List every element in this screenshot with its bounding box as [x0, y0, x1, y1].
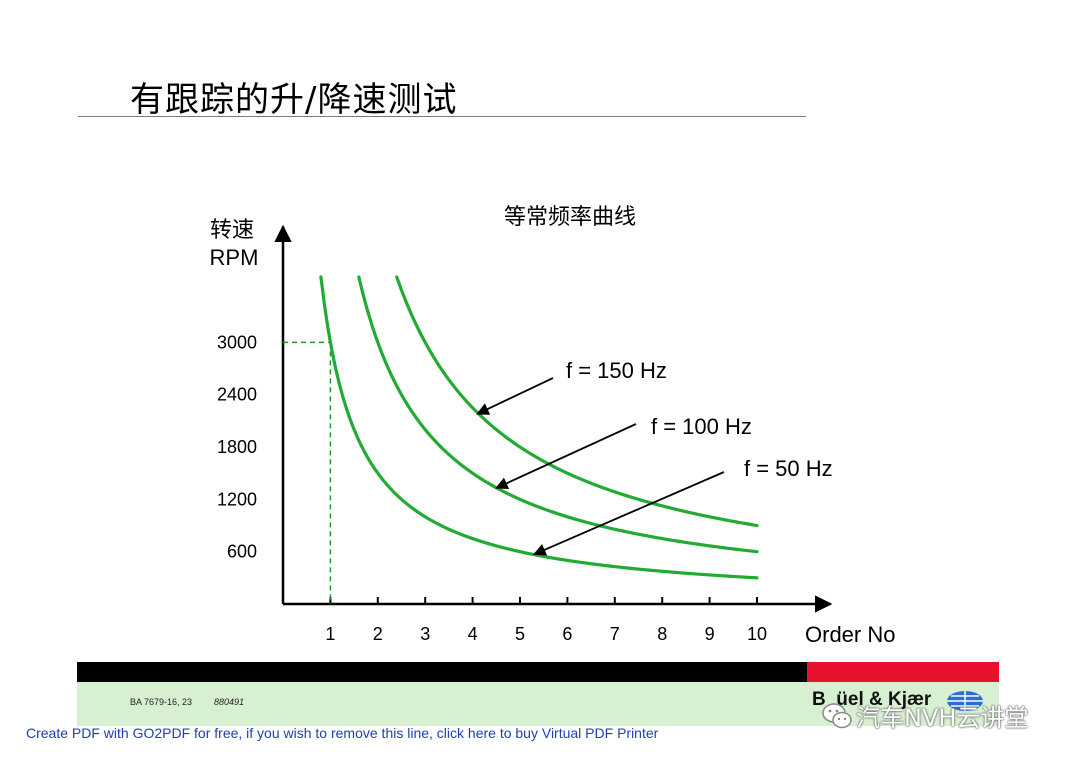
y-tick-label: 600	[227, 542, 257, 562]
x-tick-label: 10	[747, 624, 767, 644]
y-tick-label: 3000	[217, 332, 257, 352]
annotation-arrow	[476, 377, 554, 415]
annotation-label: f = 150 Hz	[566, 358, 667, 383]
wechat-account-name: 汽车NVH云讲堂	[856, 704, 1029, 732]
curve-150hz	[395, 275, 759, 528]
x-tick-label: 8	[657, 624, 667, 644]
footer-black-bar	[77, 662, 807, 682]
brand-logo: B üel & Kjær	[812, 689, 932, 710]
annotation-arrow	[495, 423, 637, 490]
x-tick-label: 4	[468, 624, 478, 644]
globe-icon	[947, 691, 983, 711]
x-tick-label: 6	[562, 624, 572, 644]
footer-doc-code: BA 7679-16, 23	[130, 697, 193, 707]
y-tick-label: 1800	[217, 437, 257, 457]
x-tick-label: 9	[705, 624, 715, 644]
wechat-icon	[822, 702, 852, 728]
chart-title: 等常频率曲线	[504, 205, 636, 230]
annotation-label: f = 50 Hz	[744, 456, 833, 481]
y-tick-label: 1200	[217, 489, 257, 509]
x-tick-label: 7	[610, 624, 620, 644]
slide-title: 有跟踪的升/降速测试	[130, 80, 458, 120]
y-axis-label-unit: RPM	[210, 245, 259, 270]
annotation-arrow	[533, 471, 725, 556]
x-tick-label: 2	[373, 624, 383, 644]
go2pdf-watermark-link[interactable]: Create PDF with GO2PDF for free, if you …	[26, 725, 659, 741]
annotation-label: f = 100 Hz	[651, 414, 752, 439]
y-axis-label-cn: 转速	[210, 218, 254, 243]
x-axis-label: Order No	[805, 622, 895, 647]
x-tick-label: 1	[325, 624, 335, 644]
curve-100hz	[357, 275, 759, 554]
x-tick-label: 5	[515, 624, 525, 644]
axes: 1 2 3 4 5 6 7 8 9 10 600 1200 1800 2400 3000	[217, 224, 833, 644]
annotations: f = 150 Hz f = 100 Hz f = 50 Hz	[476, 358, 833, 556]
footer-red-bar	[807, 662, 999, 682]
wechat-badge: 汽车NVH云讲堂	[820, 698, 1028, 733]
x-tick-label: 3	[420, 624, 430, 644]
footer-doc-number: 880491	[214, 697, 245, 707]
title-divider	[78, 116, 806, 117]
reference-lines	[283, 341, 332, 604]
y-tick-label: 2400	[217, 385, 257, 405]
